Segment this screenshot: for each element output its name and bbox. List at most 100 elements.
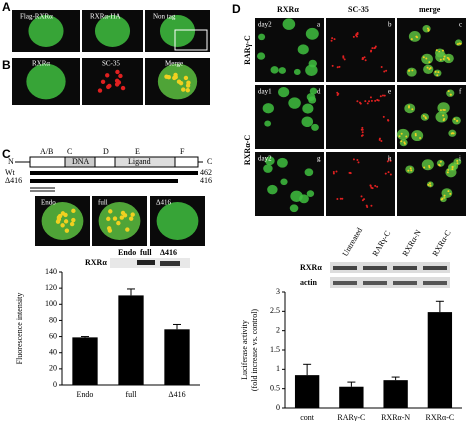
speckle <box>352 35 355 38</box>
speckle <box>451 168 454 171</box>
speckle <box>349 171 352 174</box>
speckle <box>452 132 455 135</box>
tile-letter: c <box>459 21 462 29</box>
speckle <box>410 38 413 41</box>
speckle <box>360 195 363 198</box>
speckle <box>364 100 367 103</box>
caption: Merge <box>165 60 183 68</box>
speckle <box>387 171 390 174</box>
y-tick-label: 0 <box>276 403 280 412</box>
speckle <box>419 137 422 140</box>
speckle <box>356 159 359 162</box>
cell <box>278 67 287 74</box>
speckle <box>119 215 125 220</box>
speckle <box>380 140 383 143</box>
panel-label: A <box>2 0 11 14</box>
lane-label: full <box>140 248 152 257</box>
speckle <box>422 56 425 59</box>
speckle <box>370 204 373 207</box>
speckle <box>414 132 417 135</box>
speckle <box>369 184 372 187</box>
ligand-domain <box>114 156 176 168</box>
speckle <box>336 91 339 94</box>
speckle <box>408 105 411 108</box>
speckle <box>342 56 345 59</box>
speckle <box>359 102 362 105</box>
speckle <box>383 94 386 97</box>
construct-length: 462 <box>200 168 212 177</box>
speckle <box>456 159 459 162</box>
y-tick-label: 1.5 <box>270 345 280 354</box>
band <box>363 281 387 285</box>
speckle <box>368 100 371 103</box>
speckle <box>449 93 452 96</box>
bar <box>339 386 364 408</box>
speckle <box>383 70 386 73</box>
cell <box>306 190 315 197</box>
cell <box>305 64 318 76</box>
speckle <box>176 79 182 84</box>
y-tick-label: 140 <box>45 267 57 276</box>
blot-label: actin <box>300 278 317 287</box>
band <box>423 281 447 285</box>
lane-label: Untreated <box>341 226 365 258</box>
speckle <box>385 69 388 72</box>
speckle <box>378 138 381 141</box>
cell <box>277 157 288 168</box>
domain-name: D <box>103 147 109 156</box>
speckle <box>427 183 430 186</box>
speckle <box>69 221 75 227</box>
micrograph <box>82 58 143 105</box>
speckle <box>426 66 429 69</box>
cell <box>159 15 196 47</box>
speckle <box>332 172 335 175</box>
speckle <box>442 58 445 61</box>
cell <box>422 25 431 33</box>
speckle <box>443 194 446 197</box>
speckle <box>361 131 364 134</box>
speckle <box>125 227 130 232</box>
cell <box>156 202 199 240</box>
speckle <box>186 80 191 85</box>
speckle <box>442 108 445 111</box>
speckle <box>453 118 456 121</box>
domain-name: A/B <box>40 147 53 156</box>
caption: RXRα <box>32 60 50 68</box>
y-tick-label: 0.5 <box>270 383 280 392</box>
bar <box>294 375 320 408</box>
band <box>137 260 155 265</box>
domain-name: DNA <box>72 157 90 166</box>
cell <box>288 97 301 109</box>
blot <box>330 277 450 288</box>
panel-label: B <box>2 58 11 72</box>
caption: full <box>98 199 108 207</box>
domain-name: E <box>135 147 140 156</box>
cell <box>257 52 266 60</box>
bar <box>164 329 190 385</box>
cell <box>311 123 319 131</box>
speckle <box>424 116 427 119</box>
y-tick-label: 80 <box>49 315 57 324</box>
speckle <box>379 95 382 98</box>
cell <box>263 164 273 173</box>
speckle <box>361 57 364 60</box>
cell <box>94 15 131 47</box>
speckle <box>339 197 342 200</box>
speckle <box>439 58 442 61</box>
speckle <box>64 228 70 233</box>
x-tick-label: full <box>125 390 137 399</box>
speckle <box>114 82 120 87</box>
cell <box>280 178 288 186</box>
speckle <box>360 134 363 137</box>
speckle <box>120 210 126 216</box>
speckle <box>447 90 450 93</box>
speckle <box>428 67 431 70</box>
y-axis-label: Fluorescence intensity <box>15 293 24 365</box>
band <box>333 281 357 285</box>
cell <box>290 190 303 202</box>
speckle <box>331 37 334 40</box>
micrograph <box>397 85 466 149</box>
y-axis-label: Luciferase activity(fold increase vs. co… <box>240 309 259 392</box>
cell <box>396 128 410 141</box>
